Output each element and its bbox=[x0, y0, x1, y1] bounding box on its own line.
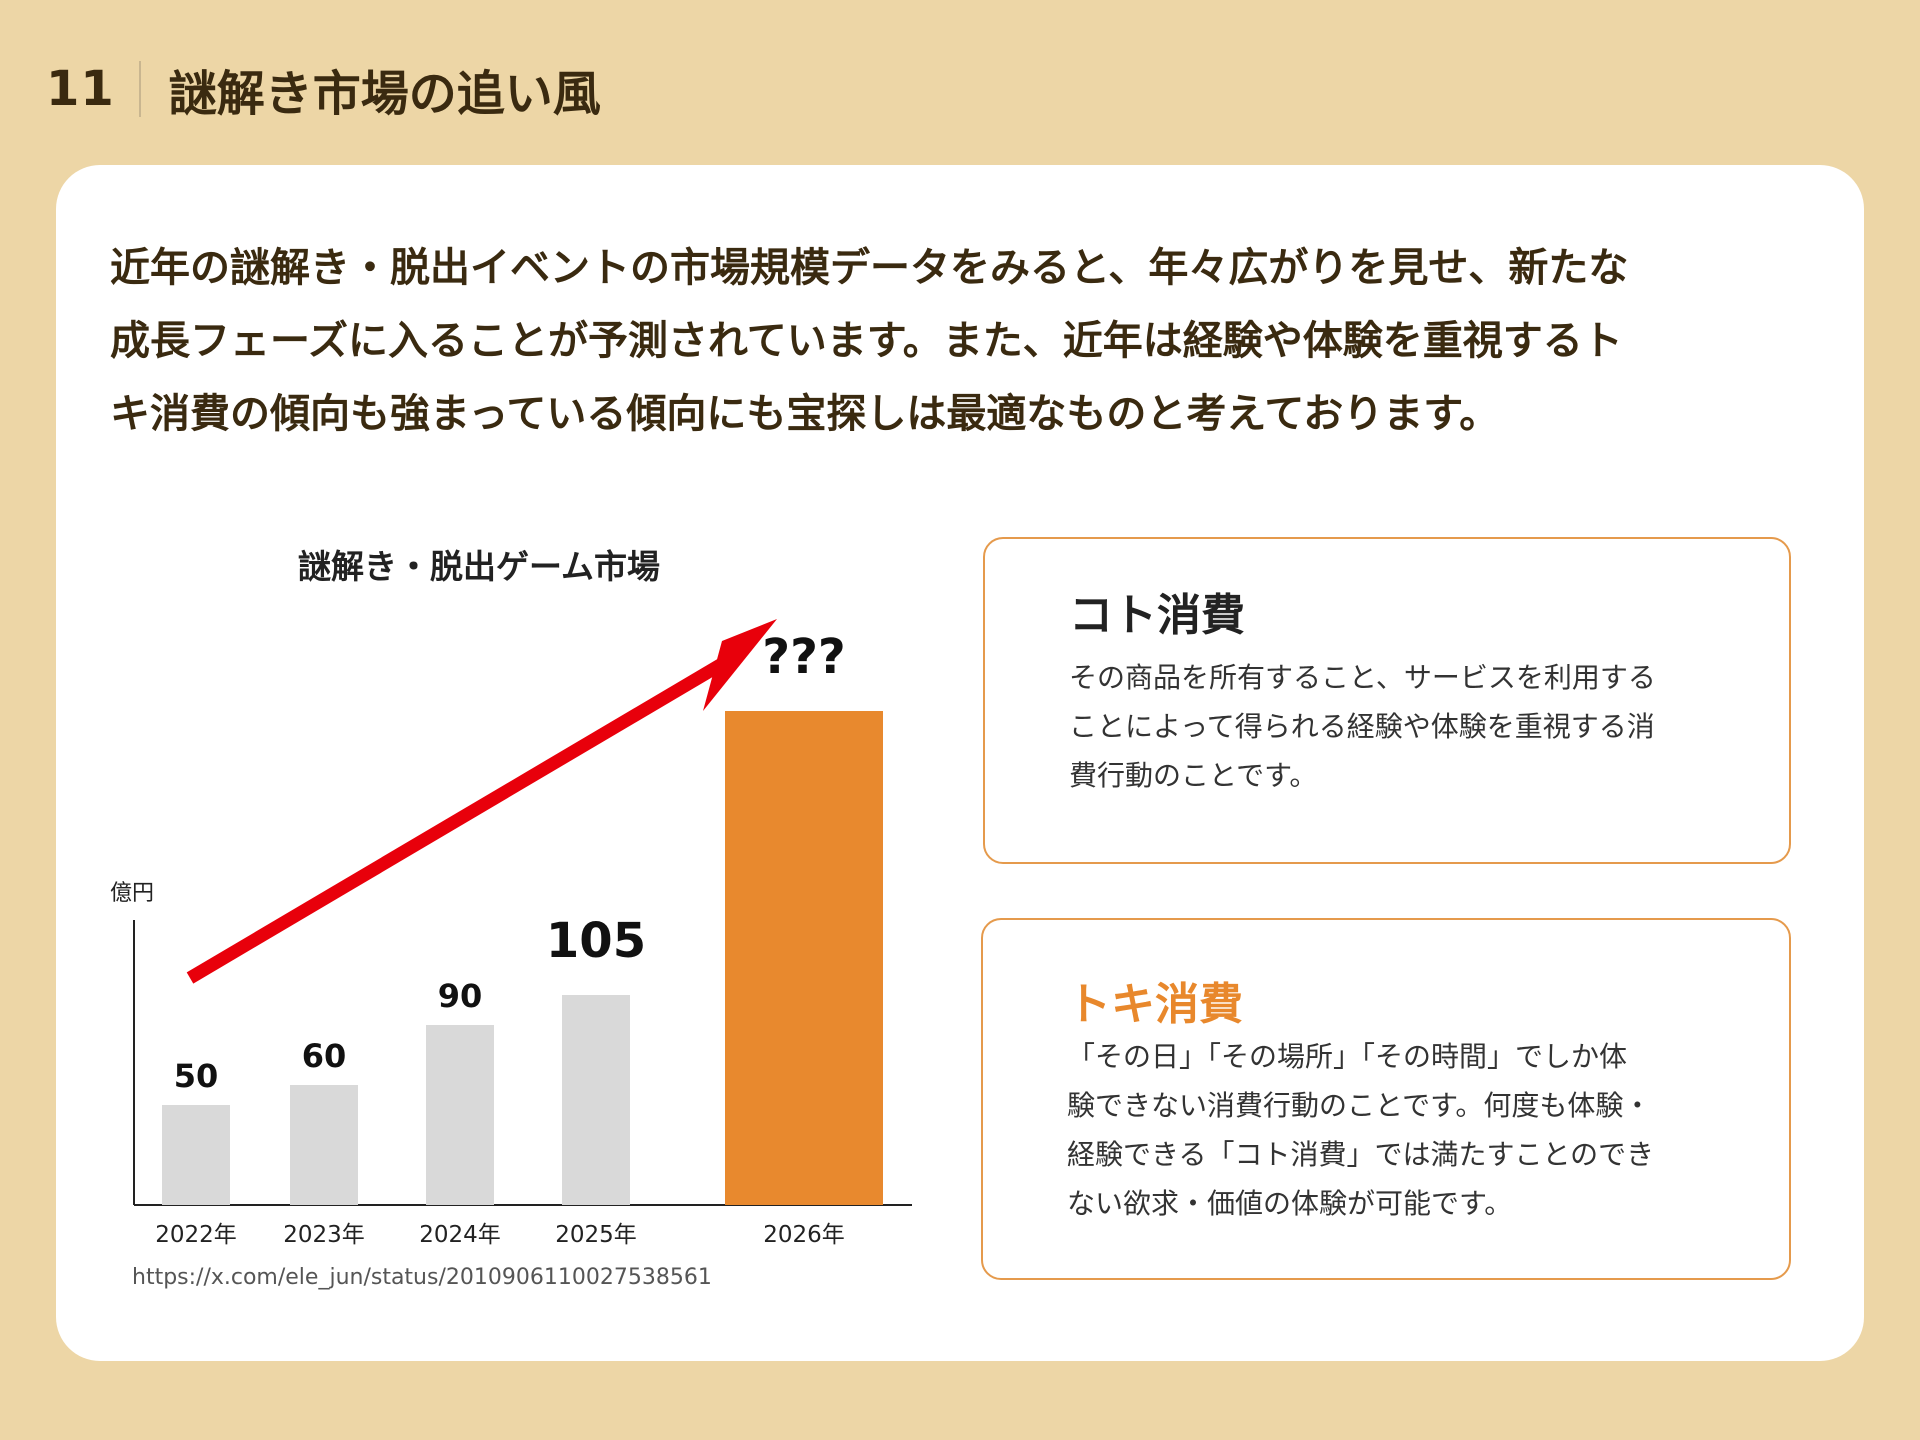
page-number: 11 bbox=[46, 61, 115, 117]
data-label: 105 bbox=[546, 913, 646, 969]
trend-arrow-shaft bbox=[186, 652, 736, 984]
x-tick-label: 2024年 bbox=[419, 1222, 501, 1248]
lead-line: 近年の謎解き・脱出イベントの市場規模データをみると、年々広がりを見せ、新たな bbox=[110, 245, 1629, 291]
x-tick-label: 2025年 bbox=[555, 1222, 637, 1248]
toki-consumption-box: トキ消費 「その日」「その場所」「その時間」でしか体 験できない消費行動のことで… bbox=[981, 918, 1791, 1280]
toki-line: 経験できる「コト消費」では満たすことのでき bbox=[1067, 1138, 1655, 1171]
toki-description: 「その日」「その場所」「その時間」でしか体 験できない消費行動のことです。何度も… bbox=[1067, 1032, 1757, 1228]
koto-consumption-box: コト消費 その商品を所有すること、サービスを利用する ことによって得られる経験や… bbox=[983, 537, 1791, 864]
toki-line: 「その日」「その場所」「その時間」でしか体 bbox=[1067, 1040, 1628, 1073]
koto-line: 費行動のことです。 bbox=[1069, 759, 1318, 792]
bar bbox=[562, 995, 630, 1205]
x-tick-label: 2026年 bbox=[763, 1222, 845, 1248]
koto-description: その商品を所有すること、サービスを利用する ことによって得られる経験や体験を重視… bbox=[1069, 653, 1749, 800]
data-label: 50 bbox=[174, 1057, 219, 1095]
source-link[interactable]: https://x.com/ele_jun/status/20109061100… bbox=[132, 1265, 712, 1290]
data-label: 90 bbox=[438, 977, 483, 1015]
bar bbox=[290, 1085, 358, 1205]
koto-heading: コト消費 bbox=[1069, 590, 1245, 641]
lead-line: 成長フェーズに入ることが予測されています。また、近年は経験や体験を重視するト bbox=[110, 318, 1623, 364]
page-title: 謎解き市場の追い風 bbox=[168, 66, 601, 122]
koto-line: ことによって得られる経験や体験を重視する消 bbox=[1069, 710, 1655, 743]
toki-line: ない欲求・価値の体験が可能です。 bbox=[1067, 1187, 1513, 1220]
trend-arrow-head bbox=[703, 619, 777, 711]
chart-title: 謎解き・脱出ゲーム市場 bbox=[298, 547, 661, 586]
header-divider bbox=[138, 61, 141, 117]
x-tick-label: 2023年 bbox=[283, 1222, 365, 1248]
lead-paragraph: 近年の謎解き・脱出イベントの市場規模データをみると、年々広がりを見せ、新たな 成… bbox=[110, 232, 1830, 451]
toki-line: 験できない消費行動のことです。何度も体験・ bbox=[1067, 1089, 1652, 1122]
lead-line: キ消費の傾向も強まっている傾向にも宝探しは最適なものと考えております。 bbox=[110, 391, 1500, 437]
bar bbox=[426, 1025, 494, 1205]
slide-header: 11 謎解き市場の追い風 bbox=[46, 58, 601, 122]
toki-heading: トキ消費 bbox=[1067, 979, 1243, 1030]
koto-line: その商品を所有すること、サービスを利用する bbox=[1069, 661, 1656, 694]
data-label: 60 bbox=[302, 1037, 347, 1075]
y-axis-unit-label: 億円 bbox=[110, 881, 154, 906]
x-tick-label: 2022年 bbox=[155, 1222, 237, 1248]
bar bbox=[162, 1105, 230, 1205]
data-label: ??? bbox=[762, 629, 846, 685]
market-bar-chart: 億円 50 2022年 60 2023年 90 2024年 105 2025年??? 2026年 bbox=[110, 619, 912, 1248]
bar bbox=[725, 711, 883, 1205]
